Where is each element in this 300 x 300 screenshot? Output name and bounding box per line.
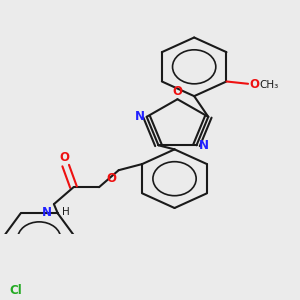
Text: N: N	[199, 139, 208, 152]
Text: O: O	[249, 78, 259, 91]
Text: CH₃: CH₃	[260, 80, 279, 90]
Text: O: O	[107, 172, 117, 185]
Text: H: H	[62, 207, 70, 217]
Text: N: N	[42, 206, 52, 220]
Text: Cl: Cl	[9, 284, 22, 297]
Text: O: O	[60, 151, 70, 164]
Text: O: O	[172, 85, 182, 98]
Text: N: N	[135, 110, 145, 123]
